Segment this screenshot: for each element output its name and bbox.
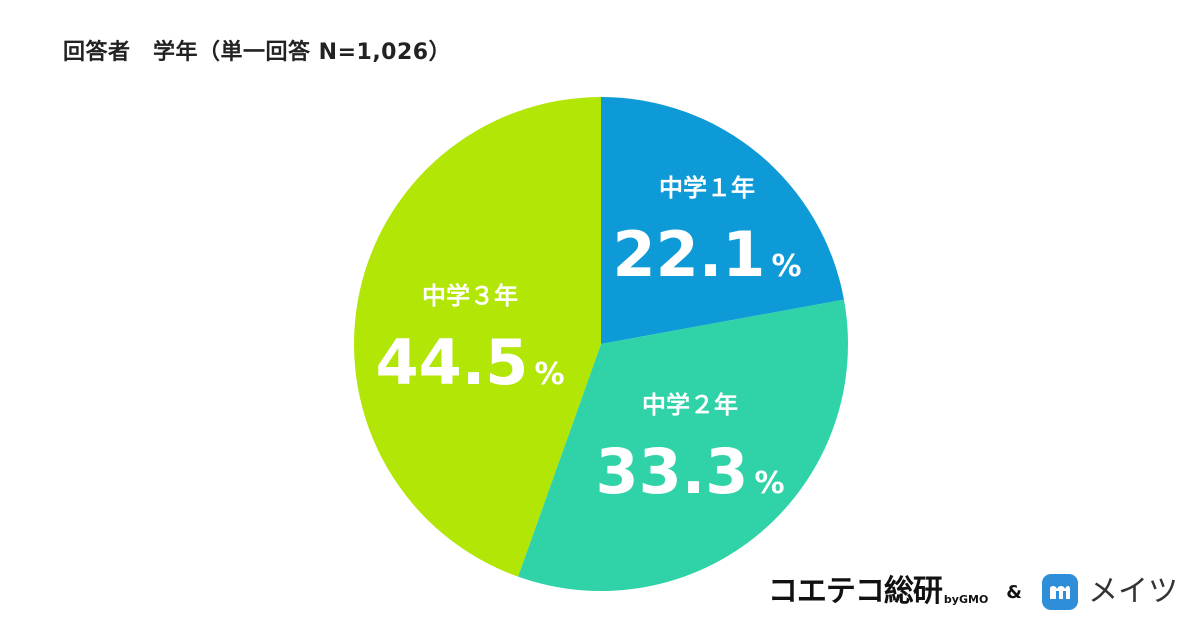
slice-label-1: 中学１年	[659, 174, 755, 202]
slice-value-1: 22.1%	[612, 218, 801, 291]
ampersand: &	[1006, 581, 1022, 603]
pie-slice-2	[517, 299, 848, 591]
pie-slice-3	[353, 97, 601, 577]
meitsu-logo-mark	[1050, 586, 1070, 599]
gmo-brand-tag: byGMO	[943, 593, 989, 606]
koeteco-brand-name: コエテコ総研	[767, 574, 943, 609]
meitsu-logo-icon	[1042, 574, 1078, 610]
slice-label-2: 中学２年	[642, 391, 738, 419]
koeteco-logo: コエテコ総研 byGMO	[768, 577, 988, 607]
slice-label-3: 中学３年	[422, 282, 518, 310]
chart-title: 回答者 学年（単一回答 N=1,026）	[63, 40, 452, 65]
slice-value-3: 44.5%	[375, 326, 564, 399]
pie-slice-1	[601, 97, 844, 344]
meitsu-brand-name: メイツ	[1088, 574, 1178, 609]
slice-value-2: 33.3%	[595, 435, 784, 508]
footer-logos: コエテコ総研 byGMO & メイツ	[768, 572, 1178, 612]
